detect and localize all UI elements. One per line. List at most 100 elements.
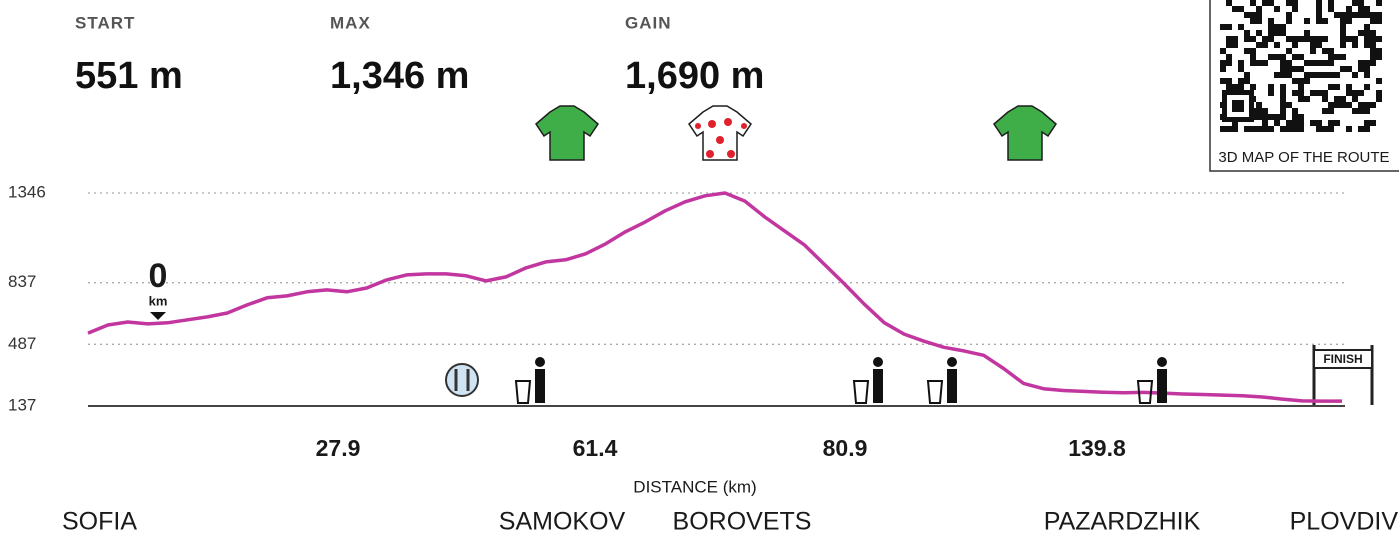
qr-cell xyxy=(1292,6,1298,12)
qr-cell xyxy=(1322,96,1328,102)
qr-cell xyxy=(1244,12,1250,18)
qr-cell xyxy=(1280,24,1286,30)
qr-cell xyxy=(1316,18,1322,24)
qr-cell xyxy=(1334,54,1340,60)
qr-cell xyxy=(1346,18,1352,24)
qr-cell xyxy=(1346,36,1352,42)
qr-cell xyxy=(1256,126,1262,132)
bin-person-head xyxy=(535,357,545,367)
qr-cell xyxy=(1334,102,1340,108)
qr-cell xyxy=(1274,6,1280,12)
qr-cell xyxy=(1256,30,1262,36)
qr-cell xyxy=(1376,90,1382,96)
qr-cell xyxy=(1268,30,1274,36)
jersey-green xyxy=(993,105,1057,161)
qr-cell xyxy=(1286,102,1292,108)
qr-cell xyxy=(1280,84,1286,90)
qr-cell xyxy=(1352,90,1358,96)
qr-cell xyxy=(1334,84,1340,90)
qr-cell xyxy=(1358,108,1364,114)
qr-cell xyxy=(1364,108,1370,114)
qr-cell xyxy=(1334,12,1340,18)
qr-cell xyxy=(1250,84,1256,90)
qr-cell xyxy=(1220,66,1226,72)
qr-cell xyxy=(1364,72,1370,78)
qr-cell xyxy=(1250,54,1256,60)
qr-cell xyxy=(1328,126,1334,132)
qr-cell xyxy=(1340,18,1346,24)
qr-cell xyxy=(1250,18,1256,24)
qr-cell xyxy=(1262,126,1268,132)
qr-cell xyxy=(1316,0,1322,6)
qr-cell xyxy=(1280,114,1286,120)
qr-cell xyxy=(1256,6,1262,12)
qr-cell xyxy=(1316,90,1322,96)
qr-cell xyxy=(1376,48,1382,54)
qr-cell xyxy=(1298,90,1304,96)
qr-cell xyxy=(1340,66,1346,72)
qr-cell xyxy=(1370,30,1376,36)
bin-person-body xyxy=(947,369,957,403)
qr-cell xyxy=(1340,36,1346,42)
qr-cell xyxy=(1370,48,1376,54)
qr-cell xyxy=(1322,108,1328,114)
qr-cell xyxy=(1310,42,1316,48)
qr-cell xyxy=(1370,54,1376,60)
qr-cell xyxy=(1286,60,1292,66)
qr-cell xyxy=(1358,6,1364,12)
qr-cell xyxy=(1250,126,1256,132)
qr-cell xyxy=(1358,60,1364,66)
y-tick-label: 487 xyxy=(8,334,36,353)
qr-cell xyxy=(1244,30,1250,36)
qr-cell xyxy=(1268,0,1274,6)
bin-person-body xyxy=(535,369,545,403)
qr-cell xyxy=(1286,66,1292,72)
qr-cell xyxy=(1370,36,1376,42)
qr-cell xyxy=(1226,0,1232,6)
qr-cell xyxy=(1262,120,1268,126)
qr-cell xyxy=(1370,18,1376,24)
qr-cell xyxy=(1262,42,1268,48)
qr-cell xyxy=(1316,120,1322,126)
qr-cell xyxy=(1376,96,1382,102)
qr-cell xyxy=(1292,126,1298,132)
qr-cell xyxy=(1346,12,1352,18)
qr-cell xyxy=(1220,24,1226,30)
qr-cell xyxy=(1286,72,1292,78)
qr-caption: 3D MAP OF THE ROUTE xyxy=(1218,149,1389,166)
distance-label: 80.9 xyxy=(823,435,868,461)
qr-cell xyxy=(1244,72,1250,78)
qr-cell xyxy=(1358,102,1364,108)
bin xyxy=(852,380,870,404)
qr-cell xyxy=(1364,12,1370,18)
bin-person-body xyxy=(873,369,883,403)
stat-label: START xyxy=(75,13,135,32)
qr-cell xyxy=(1232,120,1238,126)
qr-cell xyxy=(1346,6,1352,12)
qr-cell xyxy=(1220,126,1226,132)
qr-cell xyxy=(1274,42,1280,48)
bin-person-head xyxy=(947,357,957,367)
qr-cell xyxy=(1364,24,1370,30)
qr-cell xyxy=(1226,84,1232,90)
qr-cell xyxy=(1226,126,1232,132)
bin xyxy=(1136,380,1154,404)
qr-cell xyxy=(1268,18,1274,24)
qr-cell xyxy=(1358,0,1364,6)
qr-cell xyxy=(1238,84,1244,90)
qr-cell xyxy=(1268,114,1274,120)
qr-code[interactable]: 3D MAP OF THE ROUTE xyxy=(1209,0,1399,172)
qr-cell xyxy=(1292,78,1298,84)
qr-cell xyxy=(1292,108,1298,114)
qr-cell xyxy=(1280,66,1286,72)
qr-cell xyxy=(1352,72,1358,78)
qr-cell xyxy=(1280,108,1286,114)
qr-cell xyxy=(1376,54,1382,60)
qr-cell xyxy=(1232,126,1238,132)
qr-cell xyxy=(1238,66,1244,72)
qr-cell xyxy=(1376,18,1382,24)
qr-cell xyxy=(1280,54,1286,60)
qr-cell xyxy=(1304,78,1310,84)
stat-value: 1,346 m xyxy=(330,55,469,97)
qr-cell xyxy=(1316,126,1322,132)
